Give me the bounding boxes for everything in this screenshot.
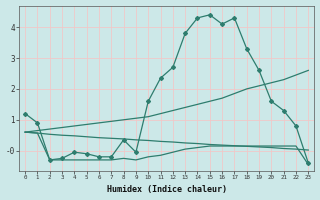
X-axis label: Humidex (Indice chaleur): Humidex (Indice chaleur): [107, 185, 227, 194]
